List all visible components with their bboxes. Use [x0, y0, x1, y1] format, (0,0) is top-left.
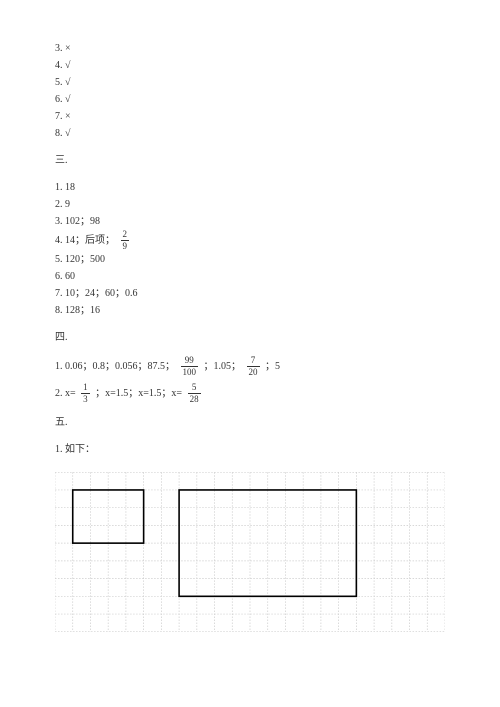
item-num: 3.: [55, 43, 63, 54]
s4-r1-c: ；5: [265, 358, 280, 375]
fraction-num: 2: [121, 230, 130, 240]
s3-item-5: 5. 120；500: [55, 251, 445, 268]
list-a-item: 5. √: [55, 74, 445, 91]
s4-row-2: 2. x= 1 3 ；x=1.5；x=1.5；x= 5 28: [55, 383, 445, 404]
s3-item-2: 2. 9: [55, 196, 445, 213]
item-mark: ×: [65, 111, 71, 122]
item-num: 8.: [55, 128, 63, 139]
fraction-num: 1: [81, 383, 90, 393]
s3-item-1: 1. 18: [55, 179, 445, 196]
item-num: 7.: [55, 111, 63, 122]
item-mark: √: [65, 60, 71, 71]
fraction: 5 28: [188, 383, 201, 404]
grid-svg: [55, 472, 445, 632]
s3-item-6: 6. 60: [55, 268, 445, 285]
item-mark: √: [65, 77, 71, 88]
item-num: 5.: [55, 77, 63, 88]
fraction: 99 100: [181, 356, 199, 377]
s4-r2-b: ；x=1.5；x=1.5；x=: [95, 385, 182, 402]
grid-diagram: [55, 472, 445, 632]
s4-row-1: 1. 0.06；0.8；0.056；87.5； 99 100 ；1.05； 7 …: [55, 356, 445, 377]
s4-r2-a: 2. x=: [55, 385, 76, 402]
item-num: 4.: [55, 60, 63, 71]
fraction: 7 20: [247, 356, 260, 377]
fraction: 2 9: [121, 230, 130, 251]
s3-item-4-prefix: 4. 14；后项；: [55, 232, 115, 249]
list-a-item: 8. √: [55, 125, 445, 142]
fraction: 1 3: [81, 383, 90, 404]
fraction-den: 28: [188, 393, 201, 404]
fraction-num: 5: [188, 383, 201, 393]
section-4-body: 1. 0.06；0.8；0.056；87.5； 99 100 ；1.05； 7 …: [55, 356, 445, 404]
s3-item-4: 4. 14；后项； 2 9: [55, 230, 445, 251]
fraction-num: 7: [247, 356, 260, 366]
item-num: 6.: [55, 94, 63, 105]
item-mark: ×: [65, 43, 71, 54]
s4-r1-b: ；1.05；: [204, 358, 242, 375]
s5-item-1: 1. 如下：: [55, 441, 445, 458]
fraction-den: 100: [181, 366, 199, 377]
section-5-header: 五.: [55, 414, 445, 431]
list-a-item: 6. √: [55, 91, 445, 108]
section-3-body: 1. 18 2. 9 3. 102；98 4. 14；后项； 2 9 5. 12…: [55, 179, 445, 319]
fraction-den: 20: [247, 366, 260, 377]
list-a-item: 4. √: [55, 57, 445, 74]
s3-item-7: 7. 10；24；60；0.6: [55, 285, 445, 302]
section-4-header: 四.: [55, 329, 445, 346]
item-mark: √: [65, 128, 71, 139]
s3-item-3: 3. 102；98: [55, 213, 445, 230]
section-3-header: 三.: [55, 152, 445, 169]
fraction-num: 99: [181, 356, 199, 366]
s4-r1-a: 1. 0.06；0.8；0.056；87.5；: [55, 358, 175, 375]
item-mark: √: [65, 94, 71, 105]
fraction-den: 3: [81, 393, 90, 404]
fraction-den: 9: [121, 240, 130, 251]
s3-item-8: 8. 128；16: [55, 302, 445, 319]
list-a: 3. × 4. √ 5. √ 6. √ 7. × 8. √: [55, 40, 445, 142]
list-a-item: 7. ×: [55, 108, 445, 125]
list-a-item: 3. ×: [55, 40, 445, 57]
